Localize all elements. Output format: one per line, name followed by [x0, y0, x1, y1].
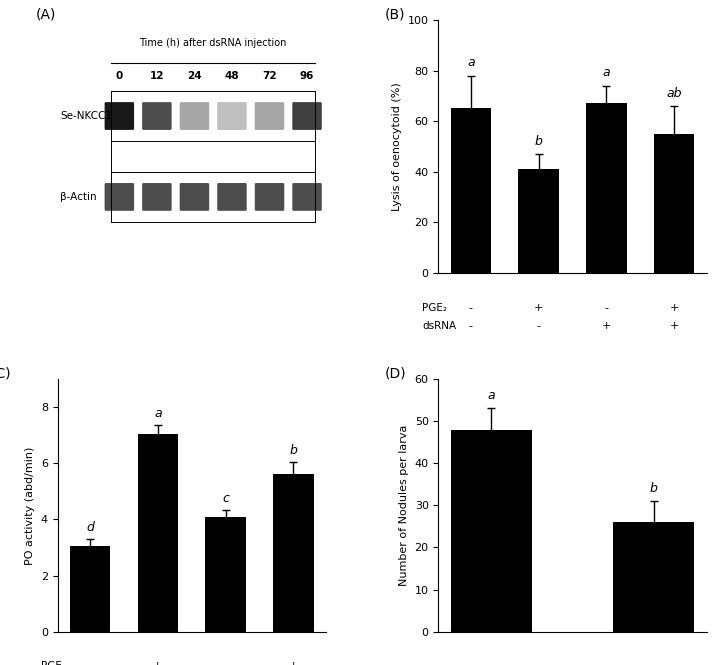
Y-axis label: PO activity (abd/min): PO activity (abd/min) — [25, 446, 35, 565]
Bar — [273, 474, 314, 632]
Y-axis label: Lysis of oenocytoid (%): Lysis of oenocytoid (%) — [392, 82, 402, 211]
Text: -: - — [604, 303, 609, 313]
Text: b: b — [289, 444, 297, 457]
Text: b: b — [650, 482, 658, 495]
Text: (D): (D) — [385, 366, 407, 380]
Text: -: - — [88, 661, 92, 665]
Text: PGE₂: PGE₂ — [423, 303, 447, 313]
Bar — [586, 103, 627, 273]
Text: PGE₂: PGE₂ — [41, 661, 66, 665]
Text: a: a — [467, 57, 474, 69]
Y-axis label: Number of Nodules per larva: Number of Nodules per larva — [399, 425, 409, 586]
Text: +: + — [669, 303, 678, 313]
FancyBboxPatch shape — [217, 102, 247, 130]
Text: (C): (C) — [0, 366, 12, 380]
FancyBboxPatch shape — [255, 183, 284, 211]
FancyBboxPatch shape — [142, 183, 172, 211]
Text: β-Actin: β-Actin — [61, 192, 97, 202]
FancyBboxPatch shape — [180, 183, 209, 211]
Text: Se-NKCC1: Se-NKCC1 — [61, 111, 112, 121]
Bar — [518, 169, 559, 273]
Text: +: + — [534, 303, 544, 313]
FancyBboxPatch shape — [105, 183, 134, 211]
Text: 12: 12 — [150, 70, 164, 80]
Text: 96: 96 — [300, 70, 314, 80]
Text: +: + — [669, 321, 678, 331]
FancyBboxPatch shape — [292, 183, 322, 211]
Bar — [451, 108, 491, 273]
Text: 48: 48 — [225, 70, 239, 80]
Text: -: - — [536, 321, 541, 331]
FancyBboxPatch shape — [292, 102, 322, 130]
Bar — [654, 134, 694, 273]
Text: (B): (B) — [385, 7, 405, 21]
Text: 0: 0 — [116, 70, 123, 80]
Text: +: + — [153, 661, 162, 665]
Text: Time (h) after dsRNA injection: Time (h) after dsRNA injection — [140, 38, 287, 48]
FancyBboxPatch shape — [180, 102, 209, 130]
Text: ab: ab — [666, 86, 682, 100]
Text: a: a — [603, 66, 610, 79]
FancyBboxPatch shape — [105, 102, 134, 130]
FancyBboxPatch shape — [142, 102, 172, 130]
Text: -: - — [469, 303, 473, 313]
Text: a: a — [154, 407, 162, 420]
Text: c: c — [222, 491, 229, 505]
Text: -: - — [224, 661, 228, 665]
FancyBboxPatch shape — [217, 183, 247, 211]
Text: b: b — [535, 134, 543, 148]
Text: (A): (A) — [36, 7, 57, 21]
Text: a: a — [487, 389, 495, 402]
Bar — [70, 546, 110, 632]
Text: dsRNA: dsRNA — [423, 321, 456, 331]
Text: 24: 24 — [187, 70, 202, 80]
Bar — [138, 434, 178, 632]
Text: d: d — [87, 521, 94, 534]
Text: +: + — [288, 661, 298, 665]
FancyBboxPatch shape — [255, 102, 284, 130]
Text: +: + — [602, 321, 611, 331]
Bar — [451, 430, 532, 632]
Bar — [205, 517, 246, 632]
Text: -: - — [469, 321, 473, 331]
Text: 72: 72 — [262, 70, 277, 80]
Bar — [613, 522, 694, 632]
